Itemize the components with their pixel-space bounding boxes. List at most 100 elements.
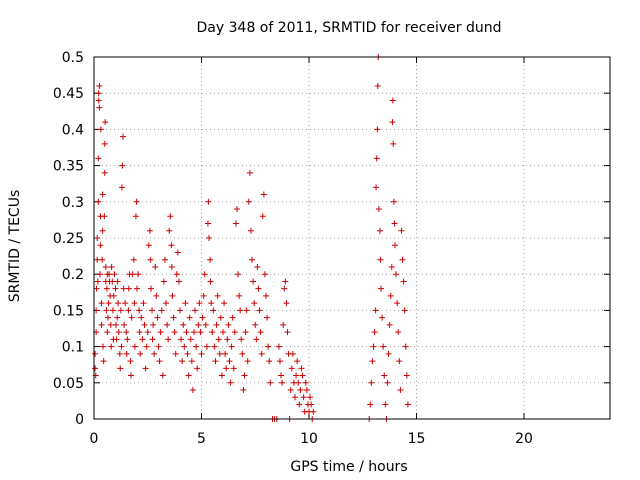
- data-point: [201, 271, 208, 278]
- data-point: [371, 329, 378, 336]
- data-point: [370, 343, 377, 350]
- data-point: [251, 300, 258, 307]
- x-axis-label: GPS time / hours: [290, 459, 407, 475]
- data-point: [107, 321, 114, 328]
- y-axis-ticks: 0 0.05 0.1 0.15 0.2 0.25 0.3 0.35 0.4 0.45 0.5: [53, 50, 610, 428]
- data-point: [238, 336, 245, 343]
- data-point: [127, 358, 134, 365]
- data-point: [255, 285, 262, 292]
- data-point: [175, 278, 182, 285]
- data-point: [200, 292, 207, 299]
- data-point: [399, 256, 406, 263]
- data-point: [206, 235, 213, 241]
- data-point: [258, 350, 265, 357]
- data-point: [299, 372, 306, 379]
- data-point: [247, 227, 254, 234]
- data-point: [103, 285, 110, 292]
- data-point: [115, 329, 122, 336]
- data-point: [300, 394, 307, 401]
- data-point: [167, 213, 174, 220]
- data-point: [207, 256, 214, 263]
- data-point: [239, 350, 246, 357]
- data-point: [298, 365, 305, 372]
- data-point: [114, 314, 121, 321]
- plot-frame: [93, 56, 611, 420]
- data-point: [97, 271, 104, 278]
- data-point: [192, 307, 199, 314]
- data-point: [158, 307, 165, 314]
- data-point: [99, 191, 106, 198]
- data-point: [380, 343, 387, 350]
- y-tick-label: 0.05: [53, 376, 84, 392]
- data-point: [99, 256, 106, 263]
- data-point: [179, 358, 186, 365]
- data-point: [249, 256, 256, 263]
- data-point: [169, 292, 176, 299]
- data-point: [97, 126, 104, 133]
- data-point: [106, 271, 113, 278]
- data-point: [92, 350, 99, 357]
- data-point: [134, 285, 140, 292]
- y-tick-label: 0.35: [53, 159, 84, 175]
- x-tick-label: 5: [197, 431, 206, 447]
- data-point: [287, 387, 294, 394]
- data-point: [256, 307, 263, 314]
- data-point: [245, 198, 252, 205]
- data-point: [228, 343, 235, 350]
- data-point: [144, 329, 151, 336]
- grid: [94, 57, 610, 419]
- data-point: [212, 358, 219, 365]
- data-point: [131, 343, 138, 350]
- data-point: [197, 329, 204, 336]
- data-point: [396, 358, 403, 365]
- chart-title: Day 348 of 2011, SRMTID for receiver dun…: [197, 20, 502, 36]
- data-point: [183, 329, 190, 336]
- data-point: [393, 271, 400, 278]
- data-point: [209, 329, 216, 336]
- data-point: [281, 285, 288, 292]
- data-point: [112, 285, 119, 292]
- data-point: [109, 307, 116, 314]
- data-point: [124, 336, 131, 343]
- data-point: [195, 321, 202, 328]
- data-point: [147, 256, 154, 263]
- data-point: [188, 358, 195, 365]
- data-point: [381, 372, 388, 379]
- data-point: [194, 365, 201, 372]
- data-point: [196, 300, 203, 307]
- data-point: [136, 329, 143, 336]
- y-tick-label: 0.5: [62, 50, 84, 66]
- data-point: [159, 372, 166, 379]
- data-point: [208, 300, 215, 307]
- data-point: [213, 321, 220, 328]
- data-point: [390, 198, 397, 205]
- data-point: [289, 350, 296, 357]
- data-point: [163, 300, 170, 307]
- data-point: [387, 292, 394, 299]
- data-point: [150, 321, 157, 328]
- data-point: [157, 329, 164, 336]
- data-point: [137, 350, 144, 357]
- data-point: [404, 401, 411, 408]
- data-point: [395, 329, 402, 336]
- data-point: [198, 350, 205, 357]
- data-point: [171, 329, 178, 336]
- data-point: [151, 350, 158, 357]
- data-point: [101, 169, 108, 176]
- data-point: [108, 263, 115, 270]
- data-point: [244, 358, 251, 365]
- data-point: [388, 263, 395, 270]
- data-point: [276, 358, 283, 365]
- data-points: [92, 54, 411, 422]
- data-point: [95, 97, 102, 104]
- data-point: [241, 372, 248, 379]
- data-point: [267, 379, 274, 386]
- data-point: [297, 387, 304, 394]
- data-point: [94, 235, 101, 241]
- data-point: [403, 372, 410, 379]
- data-point: [373, 184, 380, 191]
- data-point: [115, 300, 122, 307]
- data-point: [205, 198, 212, 205]
- data-point: [193, 343, 200, 350]
- data-point: [214, 292, 221, 299]
